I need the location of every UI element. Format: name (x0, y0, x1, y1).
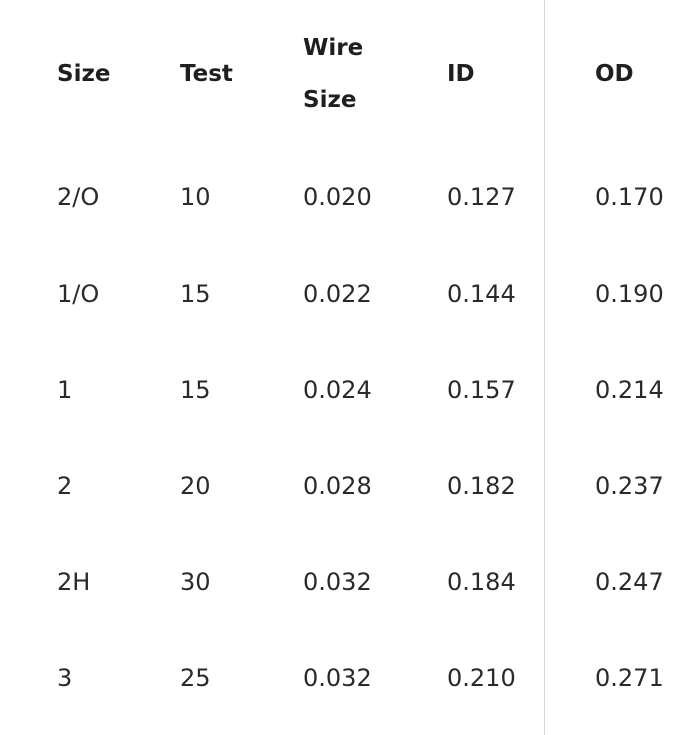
cell-size: 3 (57, 664, 73, 692)
cell-test: 20 (180, 472, 211, 500)
cell-wire-size: 0.032 (303, 568, 372, 596)
cell-od: 0.247 (595, 568, 664, 596)
table-header: Size Test Wire Size ID OD (0, 0, 673, 148)
cell-id: 0.144 (447, 280, 516, 308)
table-row: 2 20 0.028 0.182 0.237 (0, 438, 673, 534)
cell-id: 0.182 (447, 472, 516, 500)
table-row: 2/O 10 0.020 0.127 0.170 (0, 148, 673, 246)
cell-id: 0.184 (447, 568, 516, 596)
cell-wire-size: 0.022 (303, 280, 372, 308)
cell-wire-size: 0.028 (303, 472, 372, 500)
cell-wire-size: 0.024 (303, 376, 372, 404)
cell-test: 10 (180, 183, 211, 211)
header-wire-size-line1: Wire (303, 35, 364, 61)
cell-test: 25 (180, 664, 211, 692)
header-row: Size Test Wire Size ID OD (0, 0, 673, 148)
header-wire-size: Wire Size (303, 0, 447, 148)
table-row: 3 25 0.032 0.210 0.271 (0, 630, 673, 726)
table-row: 1 15 0.024 0.157 0.214 (0, 342, 673, 438)
header-od: OD (595, 61, 634, 87)
cell-od: 0.170 (595, 183, 664, 211)
header-test: Test (180, 61, 233, 87)
header-wire-size-line2: Size (303, 87, 357, 113)
cell-wire-size: 0.032 (303, 664, 372, 692)
cell-size: 2H (57, 568, 91, 596)
table-row: 2H 30 0.032 0.184 0.247 (0, 534, 673, 630)
cell-id: 0.210 (447, 664, 516, 692)
cell-od: 0.190 (595, 280, 664, 308)
cell-size: 1 (57, 376, 73, 404)
table-body: 2/O 10 0.020 0.127 0.170 1/O 15 0.022 0.… (0, 148, 673, 726)
cell-od: 0.237 (595, 472, 664, 500)
cell-size: 1/O (57, 280, 100, 308)
cell-test: 15 (180, 280, 211, 308)
header-id: ID (447, 61, 475, 87)
cell-id: 0.157 (447, 376, 516, 404)
table-row: 1/O 15 0.022 0.144 0.190 (0, 246, 673, 342)
header-size: Size (57, 61, 111, 87)
cell-od: 0.271 (595, 664, 664, 692)
column-divider (544, 0, 545, 735)
cell-size: 2 (57, 472, 73, 500)
cell-test: 30 (180, 568, 211, 596)
cell-od: 0.214 (595, 376, 664, 404)
cell-id: 0.127 (447, 183, 516, 211)
cell-size: 2/O (57, 183, 100, 211)
cell-wire-size: 0.020 (303, 183, 372, 211)
cell-test: 15 (180, 376, 211, 404)
